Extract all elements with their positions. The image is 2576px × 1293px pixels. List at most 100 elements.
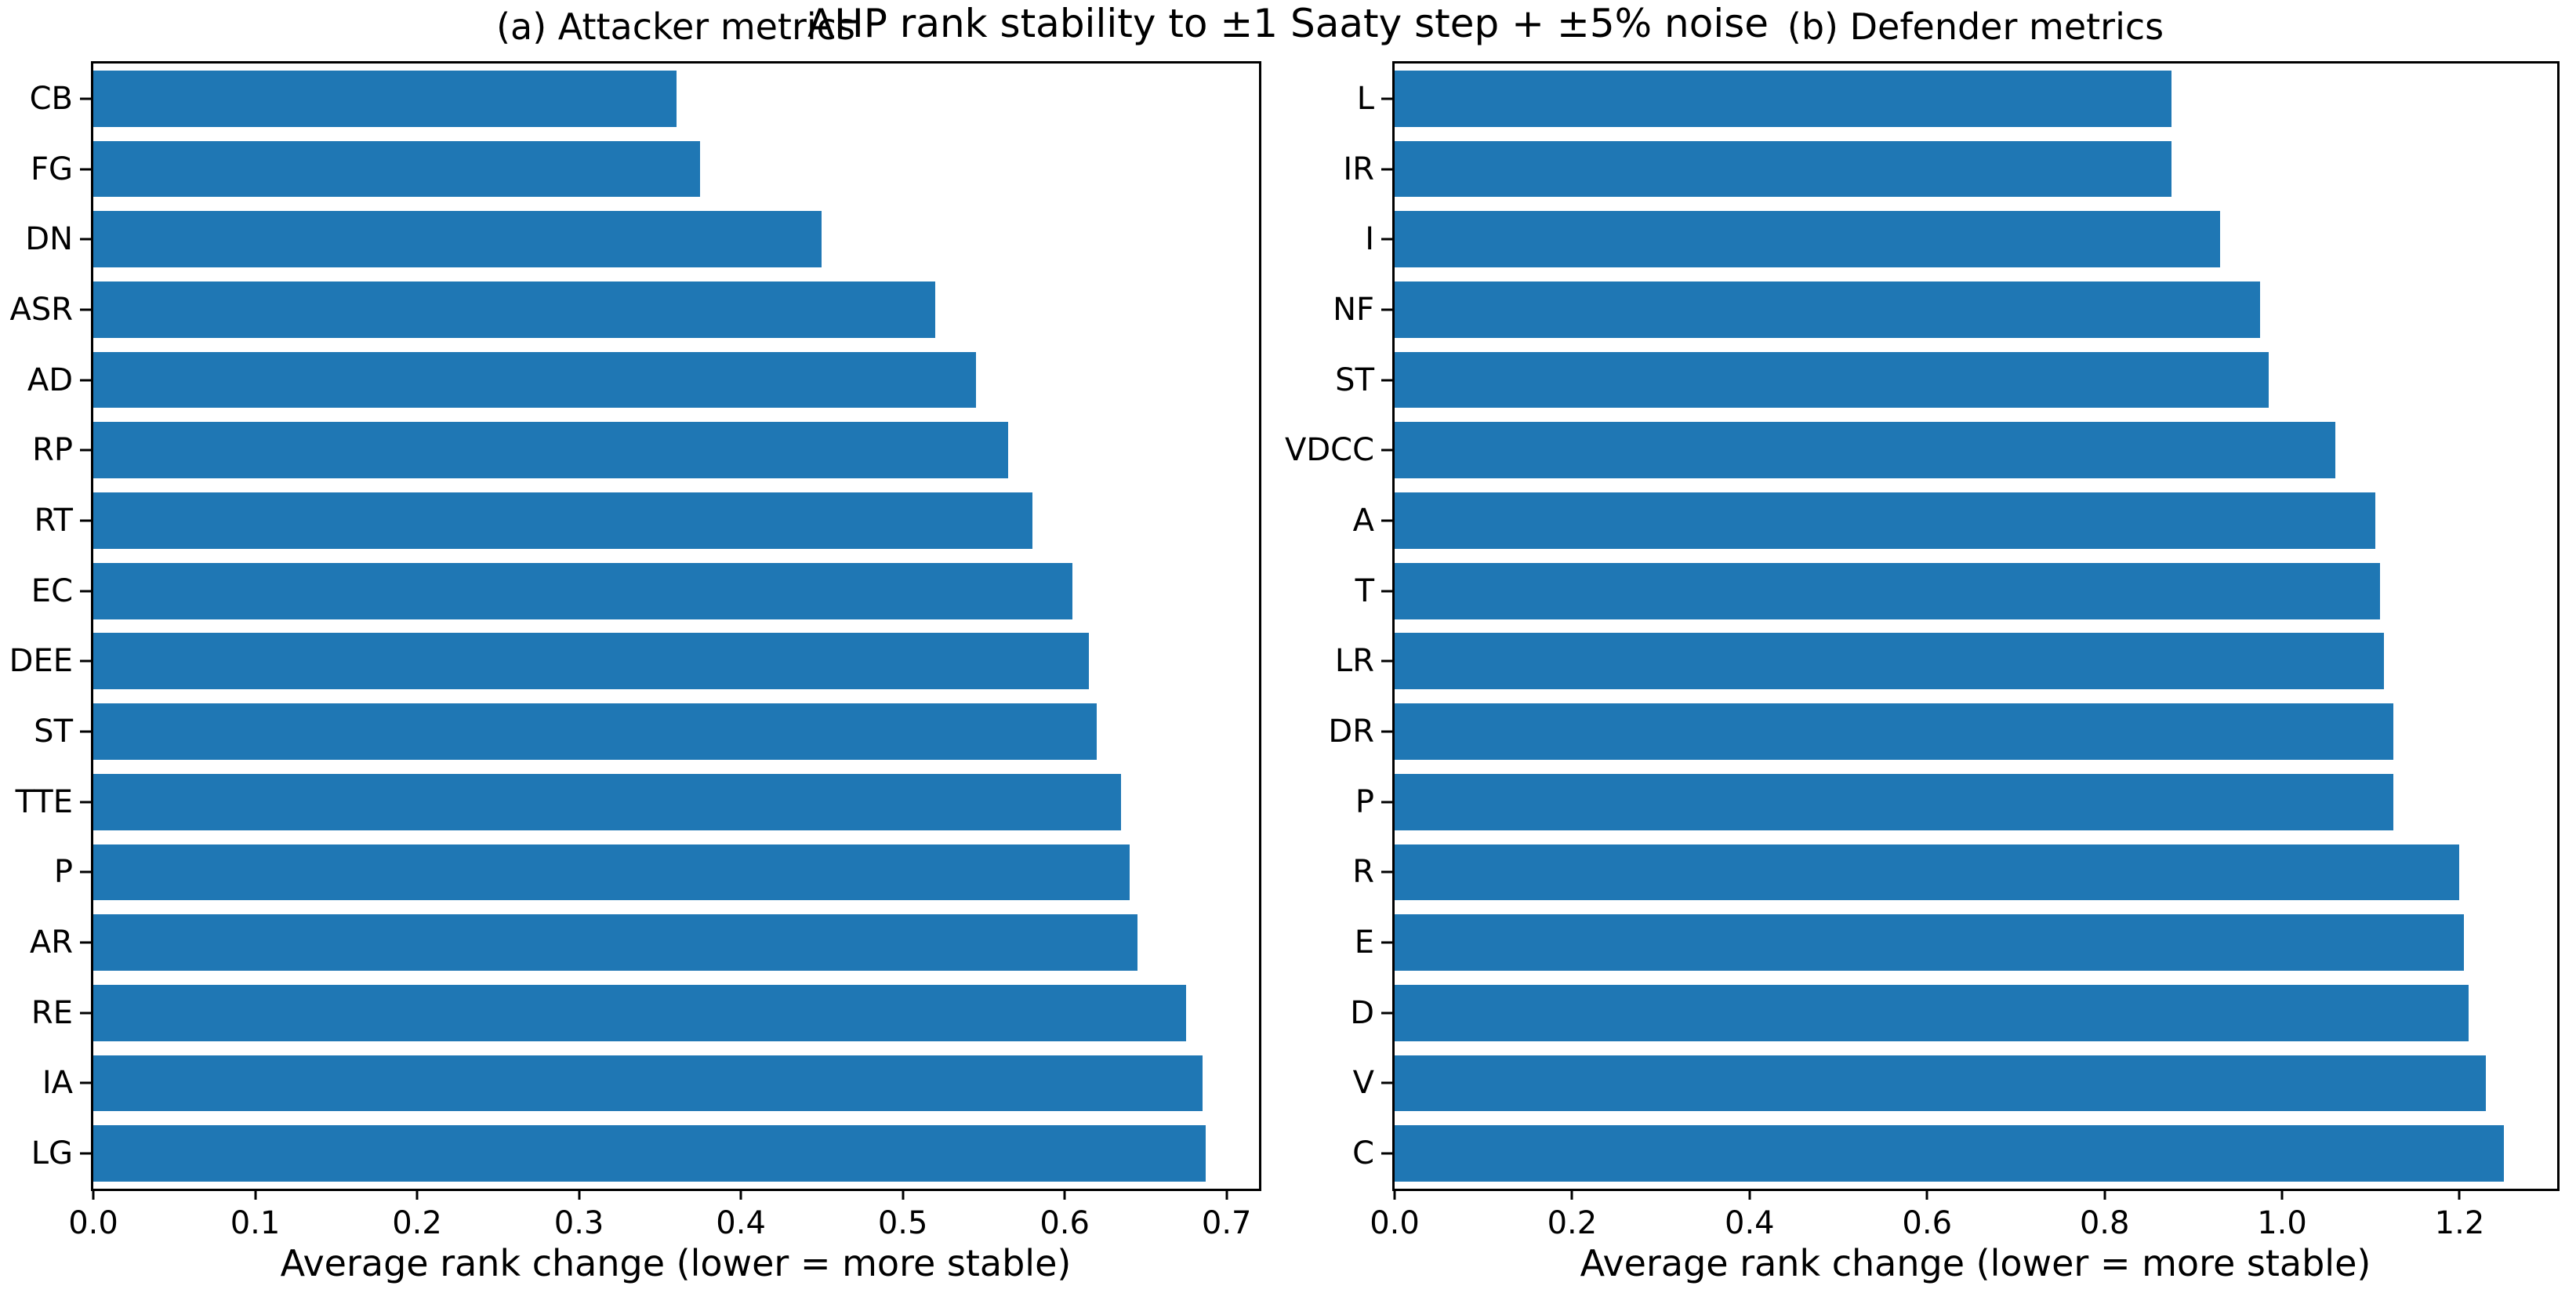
y-tick-label: A — [1352, 502, 1374, 539]
bar-T — [1395, 562, 2380, 619]
panel-attacker-title: (a) Attacker metrics — [496, 5, 855, 48]
y-tick-label: T — [1355, 572, 1374, 609]
y-tick — [1381, 870, 1392, 874]
x-tick-label: 0.0 — [68, 1205, 118, 1241]
x-tick — [1925, 1189, 1928, 1200]
y-tick — [80, 449, 91, 452]
y-tick-label: L — [1356, 80, 1374, 117]
bar-V — [1395, 1055, 2487, 1112]
y-tick-label: IR — [1343, 151, 1374, 187]
bar-RP — [93, 422, 1008, 479]
x-tick — [2458, 1189, 2461, 1200]
y-tick — [80, 1152, 91, 1155]
bar-ST — [93, 703, 1098, 760]
bar-IA — [93, 1055, 1203, 1112]
y-tick-label: D — [1350, 994, 1374, 1031]
x-tick — [1393, 1189, 1396, 1200]
y-tick — [1381, 379, 1392, 382]
x-tick — [254, 1189, 257, 1200]
bar-LG — [93, 1125, 1206, 1182]
x-tick-label: 0.2 — [392, 1205, 442, 1241]
y-tick-label: IA — [42, 1065, 73, 1102]
y-tick — [80, 590, 91, 593]
y-tick — [1381, 659, 1392, 663]
y-tick — [1381, 1152, 1392, 1155]
x-tick-label: 0.7 — [1201, 1205, 1252, 1241]
y-tick — [80, 519, 91, 522]
x-tick — [415, 1189, 419, 1200]
y-tick-label: RP — [32, 432, 73, 469]
bar-EC — [93, 562, 1073, 619]
y-tick-label: AR — [29, 924, 73, 961]
y-tick-label: LG — [31, 1135, 73, 1172]
y-tick-label: DEE — [9, 643, 73, 680]
y-tick — [1381, 590, 1392, 593]
y-tick-label: V — [1352, 1065, 1374, 1102]
y-tick — [80, 941, 91, 944]
x-tick-label: 0.6 — [1039, 1205, 1090, 1241]
y-tick — [1381, 941, 1392, 944]
y-tick — [80, 801, 91, 804]
y-tick-label: FG — [30, 151, 73, 187]
y-tick — [80, 1012, 91, 1015]
bar-DR — [1395, 703, 2393, 760]
y-tick — [1381, 801, 1392, 804]
x-tick-label: 1.2 — [2434, 1205, 2485, 1241]
x-tick — [1570, 1189, 1573, 1200]
y-tick-label: EC — [31, 572, 73, 609]
bar-TTE — [93, 773, 1122, 830]
y-tick — [80, 730, 91, 733]
y-tick-label: VDCC — [1284, 432, 1374, 469]
x-tick-label: 0.4 — [1725, 1205, 1775, 1241]
x-tick — [2103, 1189, 2106, 1200]
x-tick-label: 0.0 — [1370, 1205, 1420, 1241]
bar-E — [1395, 914, 2465, 971]
bar-DN — [93, 211, 822, 268]
bar-C — [1395, 1125, 2505, 1182]
y-tick — [80, 168, 91, 171]
bar-AD — [93, 351, 976, 409]
x-tick-label: 0.8 — [2079, 1205, 2130, 1241]
bar-VDCC — [1395, 422, 2335, 479]
y-tick — [1381, 449, 1392, 452]
x-tick-label: 0.5 — [877, 1205, 928, 1241]
x-tick — [902, 1189, 905, 1200]
bar-IR — [1395, 140, 2171, 198]
y-tick — [1381, 168, 1392, 171]
y-tick-label: DN — [25, 221, 73, 258]
plot-area-defender: L IR I NF ST VDCC A T LR DR P R E D V C 0.0 0.2 0.4 0.6 0.8 1… — [1285, 61, 2560, 1239]
y-tick — [1381, 1081, 1392, 1084]
y-tick-label: ASR — [9, 291, 73, 328]
y-tick-label: CB — [29, 80, 73, 117]
y-tick-label: LR — [1334, 643, 1374, 680]
y-tick-label: C — [1352, 1135, 1374, 1172]
bar-ST — [1395, 351, 2269, 409]
bar-DEE — [93, 633, 1090, 690]
y-tick — [1381, 519, 1392, 522]
y-tick-label: TTE — [15, 783, 73, 820]
plot-area-attacker: CB FG DN ASR AD RP RT EC DEE ST TTE P AR RE IA LG 0.0 0.1… — [9, 61, 1261, 1239]
y-tick-label: I — [1365, 221, 1374, 258]
bar-A — [1395, 492, 2375, 549]
panel-defender-title: (b) Defender metrics — [1787, 5, 2164, 48]
bar-P — [93, 844, 1130, 901]
x-tick — [1748, 1189, 1751, 1200]
x-tick-label: 1.0 — [2257, 1205, 2307, 1241]
bar-CB — [93, 70, 677, 127]
x-tick — [92, 1189, 95, 1200]
y-tick-label: ST — [34, 714, 73, 750]
y-tick — [1381, 1012, 1392, 1015]
x-axis-label-defender: Average rank change (lower = more stable… — [1580, 1242, 2371, 1284]
y-tick — [1381, 238, 1392, 241]
x-tick-label: 0.2 — [1547, 1205, 1598, 1241]
x-tick — [1063, 1189, 1066, 1200]
x-tick — [2280, 1189, 2284, 1200]
y-tick-label: RE — [31, 994, 73, 1031]
x-tick — [739, 1189, 742, 1200]
y-tick-label: P — [53, 854, 73, 891]
y-tick-label: E — [1354, 924, 1374, 961]
bar-ASR — [93, 281, 935, 338]
bar-RE — [93, 984, 1187, 1041]
y-tick-label: NF — [1333, 291, 1374, 328]
bar-I — [1395, 211, 2220, 268]
